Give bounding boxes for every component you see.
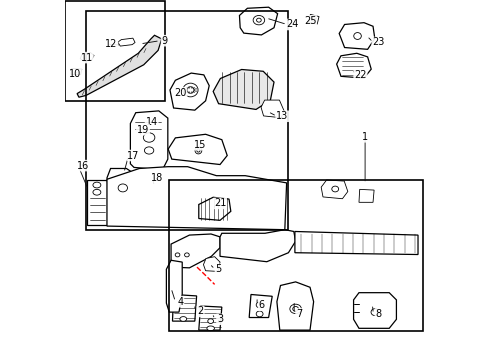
Ellipse shape <box>118 184 127 192</box>
Ellipse shape <box>143 133 155 142</box>
Ellipse shape <box>175 253 180 257</box>
Text: 3: 3 <box>217 314 223 324</box>
Polygon shape <box>358 189 373 202</box>
Text: 5: 5 <box>215 264 221 274</box>
Text: 24: 24 <box>285 19 298 30</box>
Polygon shape <box>353 293 396 328</box>
Ellipse shape <box>144 147 153 154</box>
Polygon shape <box>261 100 284 118</box>
Polygon shape <box>249 294 272 318</box>
Text: 2: 2 <box>197 306 203 316</box>
Polygon shape <box>203 257 220 271</box>
Ellipse shape <box>256 302 263 308</box>
Polygon shape <box>107 167 286 230</box>
Ellipse shape <box>289 304 301 314</box>
Ellipse shape <box>180 317 186 321</box>
Text: 21: 21 <box>213 198 226 208</box>
Text: 25: 25 <box>303 16 316 26</box>
Polygon shape <box>171 234 220 268</box>
Polygon shape <box>87 180 107 225</box>
Ellipse shape <box>184 253 189 257</box>
Polygon shape <box>168 134 227 165</box>
Text: 11: 11 <box>81 53 93 63</box>
Ellipse shape <box>206 326 214 331</box>
Text: 19: 19 <box>137 125 149 135</box>
Polygon shape <box>107 168 137 211</box>
Text: 10: 10 <box>69 69 81 79</box>
Ellipse shape <box>256 18 261 22</box>
Text: 22: 22 <box>353 70 366 80</box>
Ellipse shape <box>186 87 194 93</box>
Polygon shape <box>239 7 277 35</box>
Polygon shape <box>71 68 81 75</box>
Bar <box>86 11 287 230</box>
Polygon shape <box>199 306 222 330</box>
Bar <box>168 180 422 331</box>
Text: 14: 14 <box>145 117 158 127</box>
Text: 4: 4 <box>177 297 183 307</box>
Text: 7: 7 <box>296 309 302 319</box>
Polygon shape <box>80 53 94 61</box>
Polygon shape <box>170 73 209 110</box>
Polygon shape <box>336 53 370 78</box>
Bar <box>144 171 167 194</box>
Ellipse shape <box>256 311 263 317</box>
Text: 13: 13 <box>276 111 288 121</box>
Text: 1: 1 <box>361 132 367 142</box>
Text: 17: 17 <box>127 150 140 161</box>
Ellipse shape <box>183 83 198 97</box>
Ellipse shape <box>195 147 202 154</box>
Polygon shape <box>77 35 162 97</box>
Text: 6: 6 <box>258 300 264 310</box>
Polygon shape <box>220 230 295 262</box>
Ellipse shape <box>311 18 315 21</box>
Ellipse shape <box>292 307 298 311</box>
Text: 16: 16 <box>77 161 89 171</box>
Text: 23: 23 <box>371 37 384 48</box>
Ellipse shape <box>93 182 101 188</box>
Polygon shape <box>199 197 230 220</box>
Polygon shape <box>276 282 313 330</box>
Polygon shape <box>213 69 273 109</box>
Text: 8: 8 <box>375 309 381 319</box>
Polygon shape <box>130 111 167 170</box>
Polygon shape <box>321 180 347 199</box>
Polygon shape <box>339 23 374 49</box>
Ellipse shape <box>207 319 213 323</box>
Text: 9: 9 <box>161 36 167 46</box>
Ellipse shape <box>370 309 378 315</box>
Polygon shape <box>294 231 417 255</box>
Text: 18: 18 <box>151 173 163 183</box>
Polygon shape <box>172 294 196 321</box>
Polygon shape <box>118 38 135 46</box>
Text: 20: 20 <box>174 88 186 98</box>
Ellipse shape <box>93 189 101 195</box>
Text: 15: 15 <box>194 140 206 150</box>
Ellipse shape <box>196 149 200 152</box>
Ellipse shape <box>331 186 338 192</box>
Ellipse shape <box>353 33 361 40</box>
Polygon shape <box>166 260 182 312</box>
Ellipse shape <box>253 15 264 25</box>
Text: 12: 12 <box>105 39 117 49</box>
Polygon shape <box>308 14 318 24</box>
Bar <box>65 1 165 101</box>
